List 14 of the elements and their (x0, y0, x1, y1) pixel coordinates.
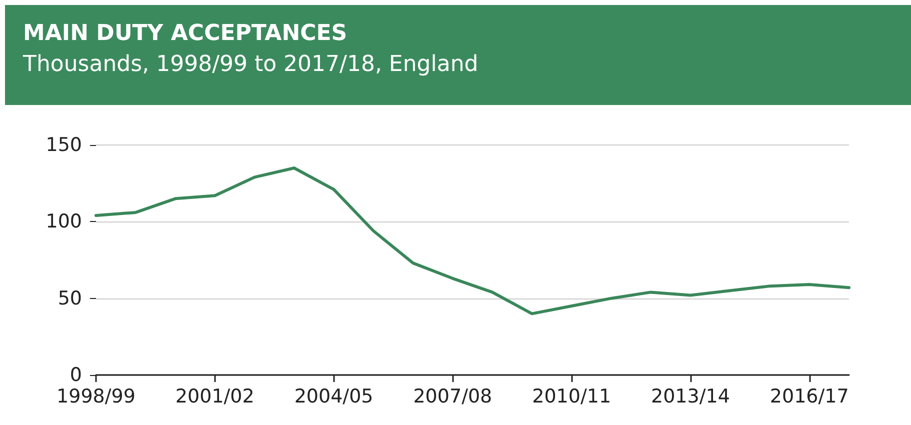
chart-subtitle: Thousands, 1998/99 to 2017/18, England (23, 52, 480, 77)
y-tick-label: 100 (46, 210, 82, 233)
chart-title: MAIN DUTY ACCEPTANCES (23, 21, 348, 46)
x-tick-label: 2004/05 (294, 386, 374, 408)
x-tick-label: 2010/11 (532, 386, 612, 408)
x-tick-label: 2016/17 (770, 386, 849, 408)
y-tick-label: 50 (58, 287, 82, 310)
y-tick-label: 150 (46, 134, 82, 156)
x-tick-label: 1998/99 (56, 386, 136, 408)
x-tick-label: 2013/14 (651, 386, 730, 408)
y-tick-label: 0 (70, 364, 82, 386)
x-tick-label: 2001/02 (175, 386, 254, 408)
x-tick-label: 2007/08 (413, 386, 492, 408)
line-series (94, 166, 850, 316)
